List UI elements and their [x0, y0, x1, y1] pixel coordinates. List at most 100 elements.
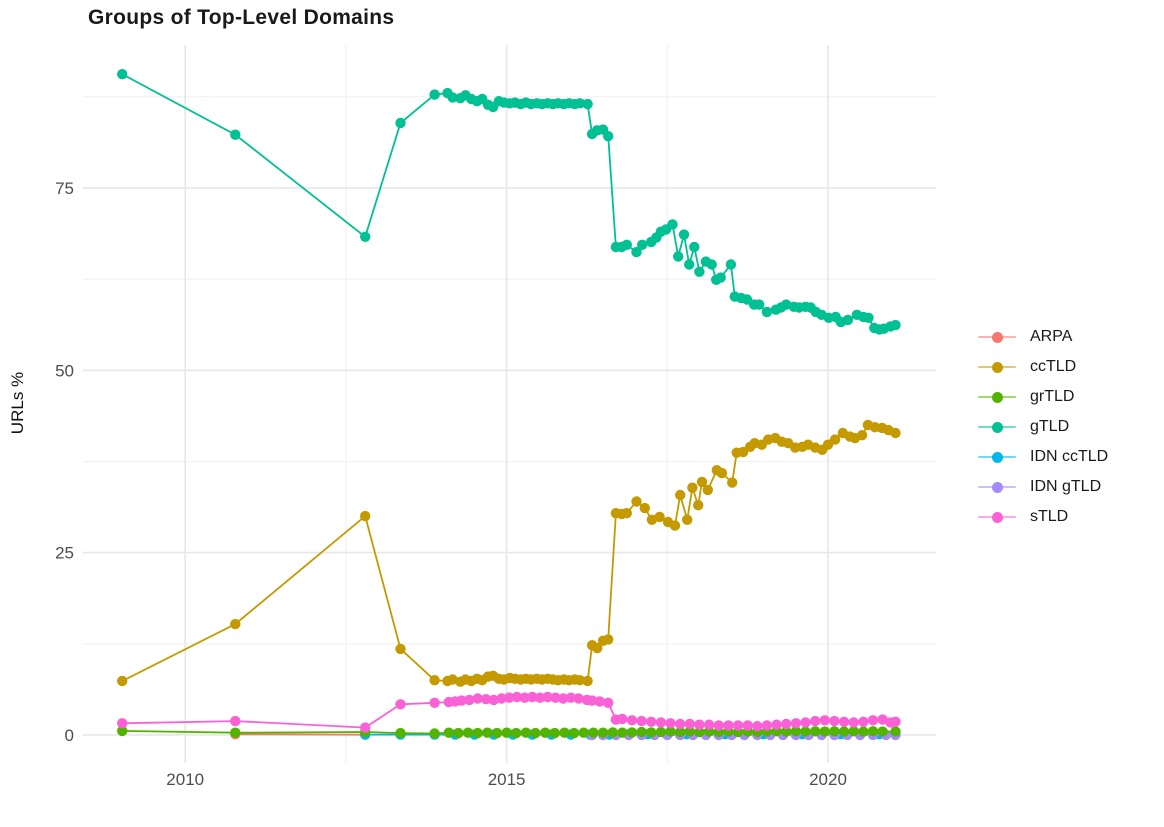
data-point-sTLD: [838, 716, 850, 727]
data-point-ccTLD: [621, 508, 632, 519]
data-point-sTLD: [848, 717, 859, 728]
data-point-sTLD: [675, 718, 686, 730]
x-tick-label: 2015: [488, 770, 526, 789]
data-point-ccTLD: [716, 467, 728, 479]
legend-label: IDN ccTLD: [1030, 448, 1109, 465]
data-point-gTLD: [678, 229, 690, 240]
data-point-ccTLD: [429, 675, 440, 686]
y-tick-label: 75: [55, 179, 74, 198]
x-tick-label: 2010: [166, 770, 204, 789]
data-point-grTLD: [588, 727, 599, 738]
data-point-ccTLD: [639, 502, 650, 514]
series-line-gTLD: [121, 73, 896, 331]
legend-key-icon: [976, 507, 1018, 527]
data-point-ccTLD: [687, 482, 698, 493]
data-point-sTLD: [829, 715, 840, 727]
legend-item-gTLD: gTLD: [976, 412, 1108, 442]
data-point-grTLD: [568, 727, 580, 739]
data-point-grTLD: [890, 726, 901, 737]
data-point-grTLD: [117, 725, 128, 737]
data-point-gTLD: [574, 98, 586, 109]
data-point-grTLD: [549, 727, 560, 739]
data-point-sTLD: [655, 717, 667, 728]
data-point-sTLD: [617, 713, 628, 725]
data-point-ccTLD: [693, 500, 704, 511]
data-point-grTLD: [790, 726, 802, 737]
data-point-gTLD: [667, 219, 678, 230]
data-point-sTLD: [472, 693, 483, 704]
data-point-ccTLD: [395, 643, 406, 655]
data-point-gTLD: [694, 266, 705, 277]
data-point-grTLD: [617, 727, 628, 738]
data-point-gTLD: [684, 259, 695, 270]
data-point-grTLD: [848, 726, 859, 737]
legend-label: sTLD: [1030, 508, 1069, 525]
data-point-gTLD: [842, 314, 854, 326]
data-point-gTLD: [603, 131, 614, 142]
data-point-gTLD: [890, 319, 901, 331]
data-point-ccTLD: [117, 675, 128, 687]
data-point-sTLD: [429, 697, 440, 708]
data-point-ccTLD: [675, 489, 686, 501]
data-point-ccTLD: [669, 520, 681, 531]
series-line-ARPA: [235, 733, 366, 736]
data-point-sTLD: [742, 720, 753, 731]
data-point-sTLD: [858, 716, 869, 727]
data-point-grTLD: [429, 728, 440, 739]
data-point-gTLD: [360, 231, 371, 242]
data-point-grTLD: [530, 727, 541, 739]
chart-title: Groups of Top-Level Domains: [88, 6, 395, 29]
data-point-sTLD: [511, 691, 523, 703]
data-point-sTLD: [781, 718, 792, 730]
data-point-sTLD: [534, 692, 546, 703]
data-point-grTLD: [819, 726, 830, 737]
data-point-ccTLD: [574, 675, 586, 686]
data-point-grTLD: [607, 727, 618, 738]
data-point-grTLD: [626, 727, 638, 738]
data-point-sTLD: [480, 694, 492, 705]
data-point-grTLD: [453, 727, 464, 739]
data-point-sTLD: [819, 715, 830, 726]
legend-label: IDN gTLD: [1030, 478, 1102, 495]
legend-label: ccTLD: [1030, 358, 1077, 375]
data-point-grTLD: [684, 726, 695, 737]
data-point-ccTLD: [592, 642, 603, 654]
y-tick-label: 0: [65, 726, 74, 745]
data-point-ccTLD: [702, 484, 713, 496]
data-point-ccTLD: [727, 477, 738, 488]
data-point-gTLD: [631, 246, 642, 258]
data-point-grTLD: [675, 726, 686, 738]
data-point-ccTLD: [856, 430, 868, 441]
data-point-gTLD: [689, 241, 700, 253]
data-point-sTLD: [230, 715, 241, 727]
legend-key-icon: [976, 387, 1018, 407]
data-point-sTLD: [626, 715, 638, 726]
data-point-grTLD: [443, 727, 454, 738]
data-point-grTLD: [665, 726, 676, 737]
legend-item-sTLD: sTLD: [976, 502, 1108, 532]
data-point-gTLD: [673, 251, 684, 262]
data-point-grTLD: [877, 726, 888, 737]
data-point-grTLD: [694, 726, 705, 738]
legend-key-icon: [976, 447, 1018, 467]
legend-label: gTLD: [1030, 418, 1070, 435]
data-point-sTLD: [790, 718, 802, 729]
data-point-sTLD: [713, 720, 724, 731]
data-point-sTLD: [558, 693, 569, 704]
data-point-sTLD: [732, 720, 744, 731]
data-point-grTLD: [800, 726, 811, 737]
data-point-grTLD: [810, 726, 821, 737]
legend-item-ARPA: ARPA: [976, 322, 1108, 352]
data-point-sTLD: [800, 717, 811, 728]
data-point-sTLD: [586, 695, 598, 706]
data-point-sTLD: [636, 715, 647, 727]
legend-item-grTLD: grTLD: [976, 382, 1108, 412]
data-point-sTLD: [867, 715, 879, 726]
data-point-ccTLD: [696, 476, 708, 488]
data-point-gTLD: [117, 69, 128, 80]
data-point-sTLD: [496, 693, 507, 704]
data-point-grTLD: [838, 726, 850, 737]
data-point-gTLD: [447, 92, 458, 103]
data-point-grTLD: [597, 727, 609, 738]
data-point-ccTLD: [682, 514, 693, 525]
